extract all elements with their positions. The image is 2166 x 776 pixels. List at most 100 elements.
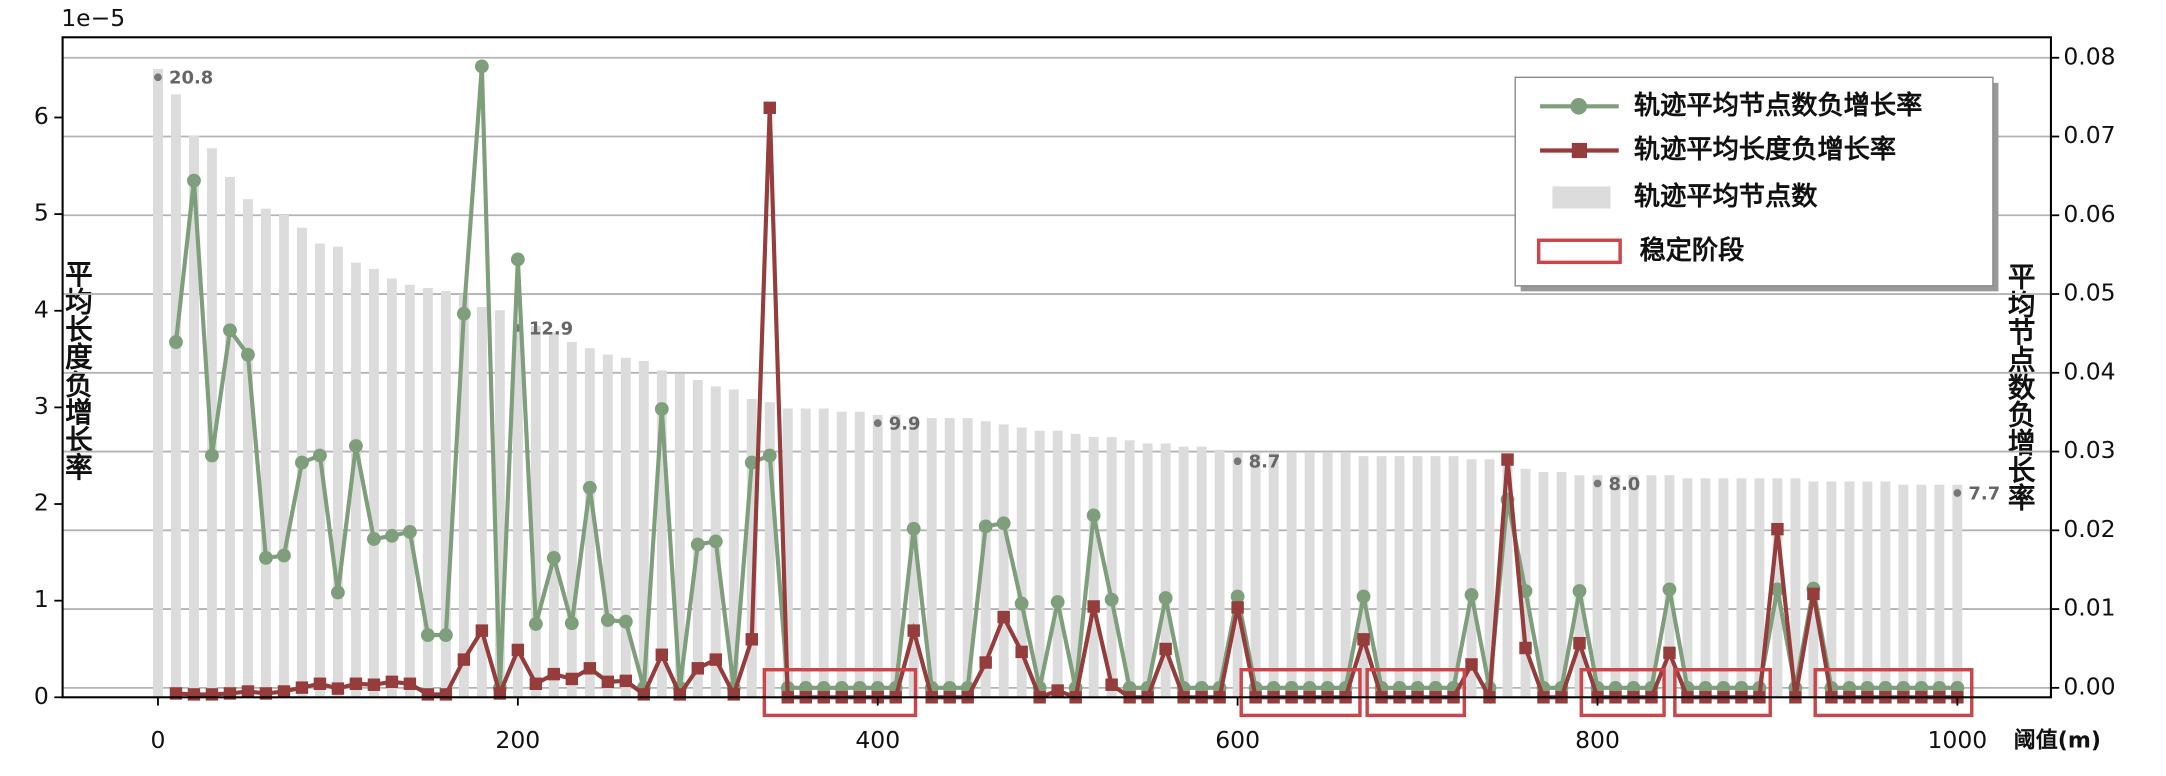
marker bbox=[601, 675, 615, 689]
bar bbox=[1754, 478, 1765, 698]
marker bbox=[169, 335, 183, 349]
bar bbox=[872, 414, 883, 698]
marker bbox=[295, 455, 309, 470]
bar bbox=[1106, 437, 1117, 698]
bar bbox=[1268, 452, 1279, 698]
bar bbox=[1484, 459, 1495, 698]
marker bbox=[439, 688, 453, 701]
marker bbox=[510, 252, 525, 267]
bar bbox=[512, 319, 523, 698]
marker bbox=[331, 682, 345, 695]
marker bbox=[348, 439, 363, 453]
marker bbox=[727, 688, 740, 701]
marker bbox=[564, 616, 579, 631]
bar bbox=[1016, 427, 1027, 698]
marker bbox=[654, 402, 669, 416]
bar bbox=[224, 176, 235, 698]
bar bbox=[242, 199, 253, 698]
legend-marker bbox=[1571, 142, 1587, 159]
bar bbox=[584, 348, 595, 698]
y2-axis-label: 平均节点数负增长率 bbox=[2003, 262, 2036, 511]
y2-tick-label: 0.01 bbox=[2063, 594, 2115, 622]
bar bbox=[1880, 481, 1891, 698]
bar bbox=[1124, 440, 1135, 698]
marker bbox=[402, 524, 417, 539]
marker bbox=[997, 610, 1010, 624]
bar bbox=[854, 411, 865, 698]
bar bbox=[566, 341, 577, 698]
bar bbox=[1070, 433, 1081, 698]
marker bbox=[1015, 645, 1028, 659]
marker bbox=[403, 677, 417, 690]
marker bbox=[762, 448, 777, 463]
y-tick-label: 6 bbox=[34, 102, 49, 130]
marker bbox=[655, 648, 669, 661]
line bbox=[175, 107, 1958, 705]
y-tick-label: 3 bbox=[34, 392, 49, 420]
bar bbox=[944, 418, 955, 698]
y2-tick-label: 0.05 bbox=[2063, 279, 2115, 307]
bar bbox=[1862, 481, 1873, 698]
bar bbox=[1844, 481, 1855, 698]
marker bbox=[1230, 589, 1245, 604]
bar bbox=[350, 262, 361, 698]
bar bbox=[1682, 478, 1693, 698]
y-tick-label: 5 bbox=[34, 199, 49, 227]
marker bbox=[1014, 596, 1029, 611]
y-tick-label: 2 bbox=[34, 489, 49, 517]
bar bbox=[962, 418, 973, 698]
bar bbox=[476, 306, 487, 698]
bar bbox=[1700, 478, 1711, 698]
stable-region bbox=[1239, 668, 1362, 718]
plot-frame bbox=[61, 36, 2052, 699]
stable-region bbox=[1813, 668, 1974, 718]
bar bbox=[1628, 475, 1639, 698]
bar bbox=[386, 278, 397, 698]
bar bbox=[1556, 472, 1567, 698]
marker bbox=[384, 528, 399, 543]
bar bbox=[1646, 475, 1657, 698]
marker bbox=[1357, 633, 1370, 646]
bar bbox=[1322, 452, 1333, 698]
marker bbox=[745, 633, 758, 646]
y2-tick-label: 0.00 bbox=[2063, 672, 2115, 700]
bar bbox=[656, 370, 667, 698]
marker bbox=[565, 672, 579, 686]
marker bbox=[1104, 592, 1119, 607]
marker bbox=[763, 101, 776, 115]
marker bbox=[223, 323, 237, 338]
bar bbox=[1088, 437, 1099, 698]
bar bbox=[890, 414, 901, 698]
y-tick-label: 0 bbox=[34, 682, 49, 710]
bar bbox=[1448, 456, 1459, 698]
marker bbox=[673, 688, 687, 701]
bar bbox=[1934, 484, 1945, 698]
bar bbox=[171, 94, 181, 698]
marker bbox=[1572, 584, 1587, 598]
y2-tick-label: 0.03 bbox=[2063, 436, 2115, 464]
value-label: 20.8 bbox=[169, 68, 213, 89]
bar bbox=[1304, 452, 1315, 698]
legend-label: 轨迹平均节点数负增长率 bbox=[1634, 90, 1922, 121]
bar bbox=[1376, 456, 1387, 698]
y-offset-label: 1e−5 bbox=[61, 4, 125, 32]
marker bbox=[582, 480, 597, 495]
y2-tick-label: 0.06 bbox=[2063, 200, 2115, 228]
bar bbox=[207, 148, 217, 698]
marker bbox=[1770, 582, 1785, 597]
bar bbox=[1736, 478, 1747, 698]
bar bbox=[1250, 452, 1261, 698]
x-tick-label: 200 bbox=[495, 726, 540, 754]
marker bbox=[313, 677, 327, 690]
marker bbox=[205, 448, 219, 463]
bar bbox=[926, 418, 937, 698]
stable-region bbox=[1579, 668, 1666, 718]
bar bbox=[1538, 472, 1549, 698]
marker bbox=[367, 678, 381, 691]
bar bbox=[1142, 443, 1153, 698]
bar bbox=[1790, 478, 1801, 698]
value-label: 8.0 bbox=[1609, 474, 1641, 495]
y2-tick-label: 0.08 bbox=[2063, 42, 2115, 70]
marker bbox=[907, 624, 920, 637]
marker bbox=[547, 667, 561, 681]
